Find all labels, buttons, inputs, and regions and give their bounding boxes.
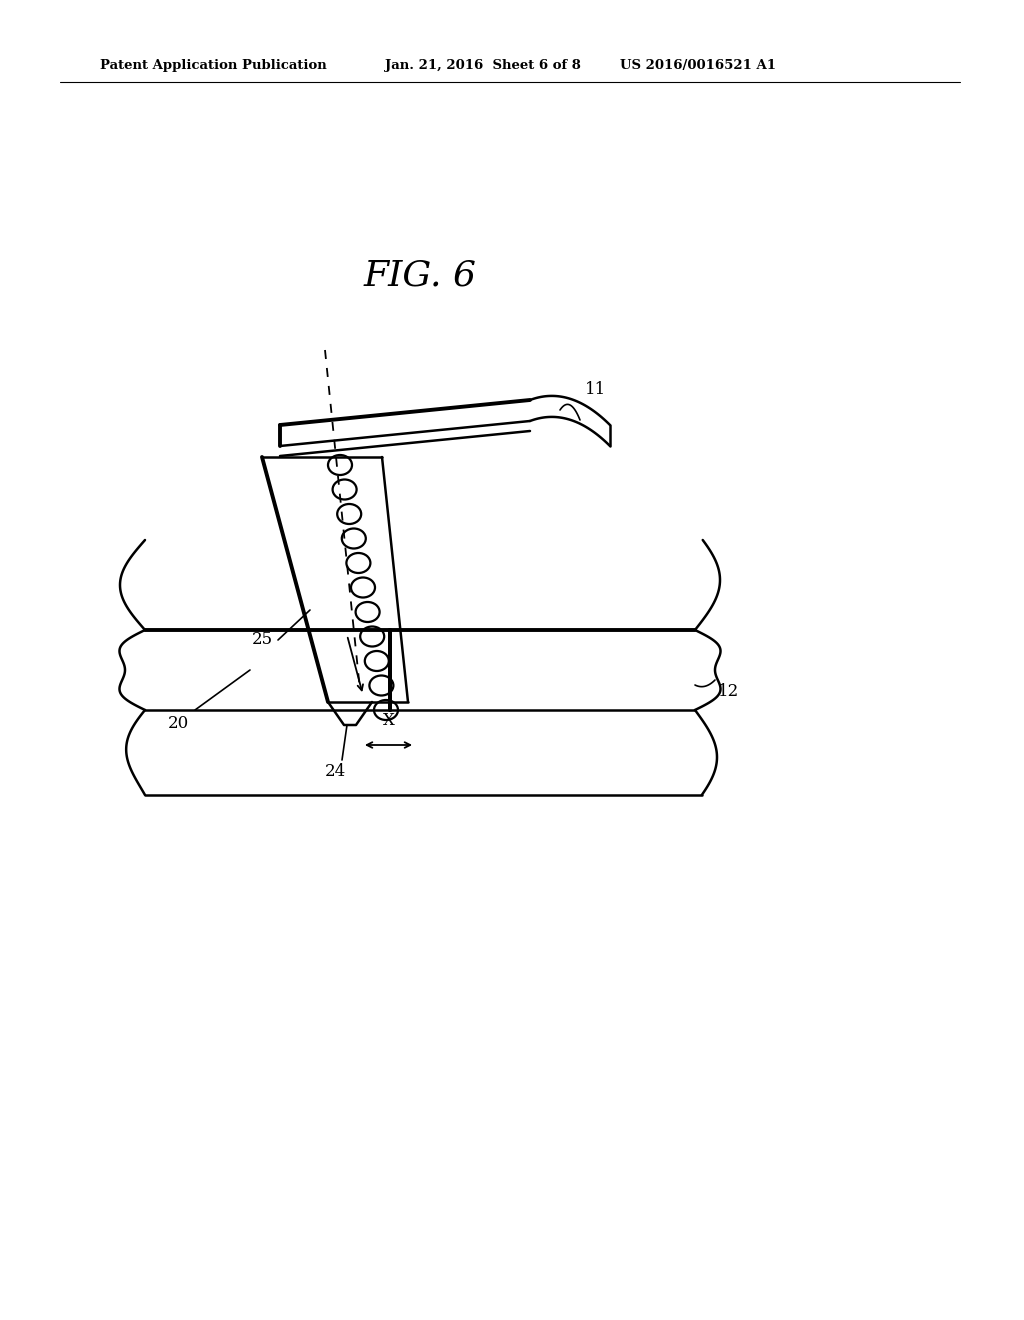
Text: 24: 24 xyxy=(325,763,346,780)
Text: 25: 25 xyxy=(252,631,273,648)
Text: Patent Application Publication: Patent Application Publication xyxy=(100,58,327,71)
Text: 11: 11 xyxy=(585,381,606,399)
Text: FIG. 6: FIG. 6 xyxy=(364,257,476,292)
Text: 20: 20 xyxy=(168,714,189,731)
Text: Jan. 21, 2016  Sheet 6 of 8: Jan. 21, 2016 Sheet 6 of 8 xyxy=(385,58,581,71)
Text: US 2016/0016521 A1: US 2016/0016521 A1 xyxy=(620,58,776,71)
Text: X: X xyxy=(383,711,394,729)
Text: 12: 12 xyxy=(718,684,739,701)
